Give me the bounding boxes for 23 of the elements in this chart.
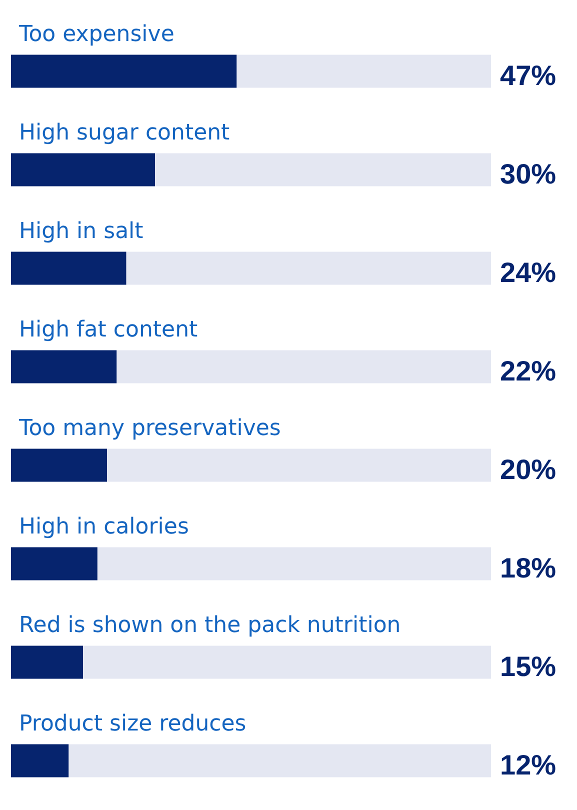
data-label: 47% <box>500 60 556 91</box>
data-label: 15% <box>500 650 556 682</box>
y-tick-label: High in calories <box>19 514 189 540</box>
y-tick-label: Red is shown on the pack nutrition <box>19 612 401 638</box>
bar <box>11 350 117 384</box>
data-label: 20% <box>500 454 556 485</box>
data-label: 18% <box>500 552 556 584</box>
y-tick-label: Too expensive <box>18 22 174 47</box>
bar <box>11 744 69 778</box>
y-tick-label: High fat content <box>19 317 198 342</box>
y-tick-label: Product size reduces <box>19 711 246 736</box>
bar <box>11 646 83 679</box>
y-tick-label: High in salt <box>19 218 144 244</box>
bar <box>11 448 107 482</box>
y-tick-label: Too many preservatives <box>18 416 281 441</box>
data-label: 12% <box>500 749 556 780</box>
y-tick-label: High sugar content <box>19 120 230 146</box>
bar <box>11 153 155 186</box>
bar <box>11 252 126 285</box>
bar <box>11 547 98 580</box>
data-label: 22% <box>500 355 556 386</box>
data-label: 30% <box>500 158 556 190</box>
data-label: 24% <box>500 256 556 288</box>
